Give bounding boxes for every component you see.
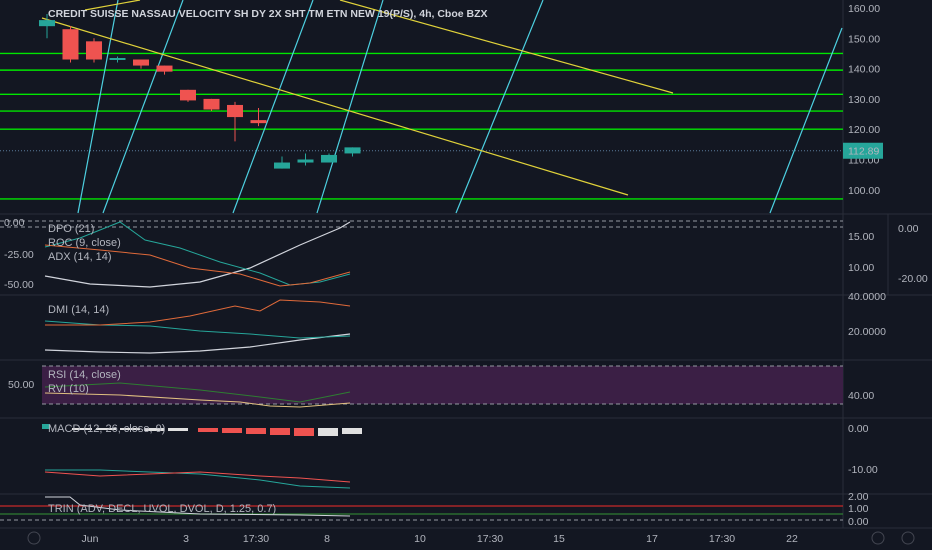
time-axis-tick: 17:30 [243, 533, 269, 545]
roc-line [44, 244, 351, 287]
pane1-left-tick: -25.00 [4, 249, 34, 261]
pane2-label-dmi: DMI (14, 14) [48, 304, 109, 316]
rsi-band [42, 366, 843, 404]
macd-line [44, 471, 351, 483]
candle-body[interactable] [250, 120, 267, 124]
macd-hist-bar [144, 428, 164, 431]
candle-body[interactable] [344, 147, 361, 154]
pane4-right-tick: 0.00 [848, 423, 869, 435]
pane4-label-macd: MACD (12, 26, close, 9) [48, 423, 165, 435]
macd-hist-bar [96, 428, 116, 430]
trend-line [339, 0, 674, 94]
time-axis-tick: 3 [183, 533, 189, 545]
rsi-line [44, 392, 351, 408]
pane1-label-adx: ADX (14, 14) [48, 251, 112, 263]
candle-body[interactable] [274, 162, 290, 169]
time-axis-tick: 15 [553, 533, 565, 545]
pane1-left-tick: -50.00 [4, 279, 34, 291]
pane3-label-rsi: RSI (14, close) [48, 369, 121, 381]
pane5-right-tick: 2.00 [848, 491, 869, 503]
macd-hist-bar [342, 428, 362, 434]
pane2-right-tick: 20.0000 [848, 326, 886, 338]
pane4-right-tick: -10.00 [848, 464, 878, 476]
macd-hist-bar [294, 428, 314, 436]
fan-line [77, 0, 119, 214]
pane3-right-tick: 40.00 [848, 390, 874, 402]
dmi-plus-line [44, 320, 351, 339]
rvi-line [44, 382, 351, 403]
time-axis-tick: Jun [82, 533, 99, 545]
price-axis-tick: 130.00 [848, 94, 880, 106]
candle-body[interactable] [62, 29, 79, 60]
candle-body[interactable] [297, 159, 314, 163]
time-axis-tick: 17:30 [709, 533, 735, 545]
pane1-right-tick: 15.00 [848, 231, 874, 243]
pane3-left-tick: 50.00 [8, 379, 34, 391]
candle-body[interactable] [203, 98, 220, 110]
pane5-right-tick: 0.00 [848, 516, 869, 528]
candle-body[interactable] [39, 20, 55, 27]
candle-body[interactable] [156, 65, 173, 72]
pane5-label-trin: TRIN (ADV, DECL, UVOL, DVOL, D, 1.25, 0.… [48, 503, 276, 515]
macd-hist-bar [246, 428, 266, 434]
pane5-right-tick: 1.00 [848, 503, 869, 515]
zoom-right-icon[interactable] [871, 531, 885, 545]
macd-hist-bar [42, 424, 50, 429]
candle-body[interactable] [321, 154, 337, 163]
last-price-label: 112.89 [848, 146, 879, 158]
pane1-right2-tick: 0.00 [898, 223, 919, 235]
macd-hist-bar [270, 428, 290, 435]
settings-icon[interactable] [901, 531, 915, 545]
candle-body[interactable] [133, 59, 149, 66]
candle-body[interactable] [227, 104, 243, 118]
fan-line [102, 0, 184, 214]
zoom-left-icon[interactable] [27, 531, 41, 545]
macd-signal-line [45, 469, 351, 489]
pane1-label-roc: ROC (9, close) [48, 237, 121, 249]
price-axis-tick: 160.00 [848, 3, 880, 15]
price-axis-tick: 100.00 [848, 185, 880, 197]
time-axis-tick: 17 [646, 533, 658, 545]
price-axis-tick: 140.00 [848, 64, 880, 76]
price-axis-tick: 120.00 [848, 124, 880, 136]
trin-line [45, 496, 351, 517]
chart-title: CREDIT SUISSE NASSAU VELOCITY SH DY 2X S… [48, 8, 488, 20]
macd-hist-bar [72, 428, 92, 430]
time-axis-tick: 22 [786, 533, 798, 545]
candle-body[interactable] [109, 57, 126, 60]
pane1-right2-tick: -20.00 [898, 273, 928, 285]
price-axis-tick: 150.00 [848, 33, 880, 45]
fan-line [455, 0, 544, 214]
candle-body[interactable] [86, 41, 102, 60]
pane3-label-rvi: RVI (10) [48, 383, 89, 395]
pane1-right-tick: 10.00 [848, 262, 874, 274]
macd-hist-bar [168, 428, 188, 431]
fan-line [769, 27, 843, 214]
candle-body[interactable] [180, 89, 196, 101]
macd-hist-bar [318, 428, 338, 436]
time-axis-tick: 17:30 [477, 533, 503, 545]
macd-hist-bar [222, 428, 242, 433]
time-axis-tick: 8 [324, 533, 330, 545]
pane1-left-tick: 0.00 [4, 217, 25, 229]
dmi-minus-line [45, 299, 351, 326]
pane1-label-dpo: DPO (21) [48, 223, 94, 235]
fan-line [232, 0, 314, 214]
last-price-badge [843, 142, 883, 159]
fan-line [316, 0, 384, 214]
time-axis-tick: 10 [414, 533, 426, 545]
macd-hist-bar [120, 428, 140, 430]
dmi-adx-line [44, 333, 351, 354]
pane2-right-tick: 40.0000 [848, 291, 886, 303]
adx-line [44, 221, 351, 288]
trend-line [84, 0, 141, 11]
macd-hist-bar [198, 428, 218, 432]
trend-line [41, 17, 629, 196]
